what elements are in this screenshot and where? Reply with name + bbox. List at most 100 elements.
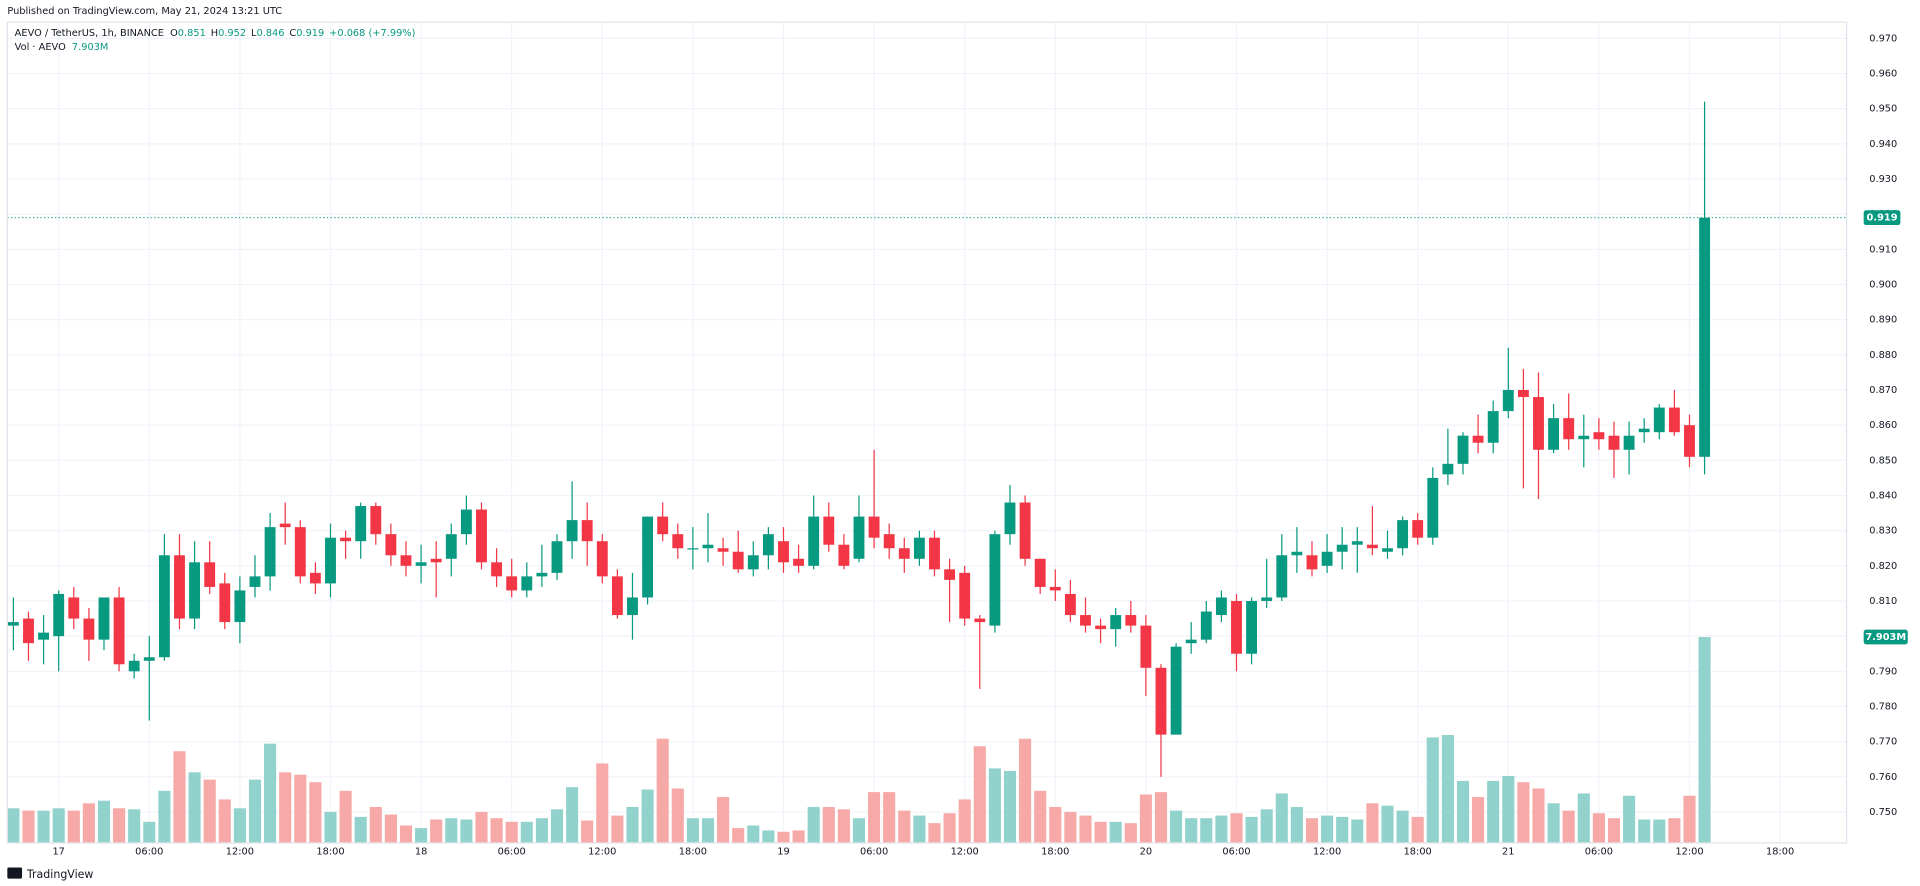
volume-pane: [7, 637, 1711, 843]
volume-bar: [1698, 637, 1711, 843]
candle-body: [430, 558, 442, 563]
volume-bar: [958, 799, 971, 843]
candle-body: [551, 541, 563, 573]
y-tick-label: 0.770: [1869, 737, 1897, 748]
candle-body: [23, 618, 34, 644]
volume-bar: [369, 806, 382, 843]
volume-bar: [1215, 815, 1228, 843]
volume-bar: [1049, 806, 1062, 843]
candle-body: [325, 537, 336, 584]
candle-body: [7, 622, 19, 626]
candle-body: [1699, 217, 1711, 457]
candle-body: [1276, 555, 1288, 598]
candle-body: [1004, 502, 1016, 535]
candle-body: [189, 562, 201, 619]
volume-legend: Vol · AEVO 7.903M: [15, 42, 109, 53]
candle-body: [53, 593, 65, 637]
volume-bar: [807, 806, 820, 843]
candle-body: [1049, 586, 1061, 591]
volume-bar: [656, 738, 669, 843]
candle-body: [264, 527, 276, 577]
volume-bar: [445, 818, 458, 843]
volume-bar: [294, 774, 307, 843]
candle-body: [687, 548, 699, 550]
volume-bar: [686, 818, 699, 843]
volume-bar: [1275, 793, 1288, 843]
candle-body: [38, 632, 50, 640]
volume-bar: [1019, 738, 1032, 843]
candle-body: [1382, 548, 1393, 552]
x-tick-label: 12:00: [588, 847, 616, 858]
x-tick-label: 18:00: [316, 847, 344, 858]
volume-bar: [37, 810, 50, 843]
volume-bar: [188, 772, 201, 843]
volume-bar: [1139, 794, 1152, 843]
volume-bar: [792, 830, 805, 843]
candle-body: [1366, 544, 1378, 549]
candle-body: [913, 537, 925, 559]
candle-body: [1019, 502, 1031, 559]
volume-bar: [1517, 782, 1530, 843]
volume-bar: [868, 792, 881, 843]
volume-bar: [1653, 819, 1666, 843]
y-tick-label: 0.870: [1869, 385, 1897, 396]
volume-bar: [1638, 819, 1651, 843]
volume-bar: [611, 815, 624, 843]
volume-bar: [762, 830, 775, 843]
candle-body: [1110, 615, 1122, 630]
candle-body: [340, 537, 352, 542]
candle-body: [1200, 611, 1212, 640]
volume-bar: [430, 819, 443, 843]
candle-body: [1064, 593, 1076, 616]
volume-bar: [128, 809, 141, 843]
candle-body: [808, 516, 820, 566]
x-tick-label: 12:00: [951, 847, 979, 858]
x-tick-label: 21: [1502, 847, 1514, 858]
volume-bar: [732, 828, 745, 843]
volume-bar: [852, 818, 866, 843]
candle-body: [158, 555, 170, 658]
volume-bar: [1200, 818, 1213, 843]
volume-bar: [898, 810, 911, 843]
volume-bar: [415, 828, 428, 843]
candle-body: [98, 597, 110, 640]
volume-bar: [943, 813, 956, 843]
volume-bar: [822, 806, 835, 843]
volume-bar: [1366, 803, 1379, 843]
x-tick-label: 06:00: [1222, 847, 1250, 858]
candle-body: [1291, 551, 1303, 556]
candle-body: [1668, 407, 1680, 433]
volume-bar: [1456, 780, 1470, 843]
candle-body: [1397, 520, 1409, 549]
candle-body: [762, 534, 774, 556]
candle-body: [1351, 541, 1363, 545]
volume-bar: [1260, 809, 1273, 843]
x-tick-label: 06:00: [498, 847, 526, 858]
candle-body: [476, 509, 487, 563]
volume-bar: [113, 808, 126, 843]
candle-body: [355, 506, 367, 542]
volume-bar: [22, 810, 35, 843]
candle-body: [1638, 428, 1650, 433]
volume-bar: [82, 803, 95, 843]
volume-bar: [1592, 813, 1605, 843]
volume-bar: [701, 818, 715, 843]
candle-body: [1306, 555, 1318, 570]
x-tick-label: 20: [1140, 847, 1152, 858]
candle-body: [702, 544, 714, 549]
volume-bar: [505, 821, 518, 843]
grid: [7, 22, 1847, 843]
candle-body: [1533, 397, 1544, 450]
volume-bar: [460, 819, 473, 843]
y-tick-label: 0.780: [1869, 701, 1897, 712]
volume-bar: [1124, 823, 1137, 843]
candle-body: [1442, 463, 1454, 475]
candle-body: [944, 569, 956, 580]
volume-bar: [1472, 797, 1485, 843]
volume-bar: [158, 790, 171, 843]
candle-body: [113, 597, 125, 665]
candle-body: [974, 618, 986, 623]
volume-bar: [1532, 788, 1545, 843]
candle-body: [460, 509, 472, 535]
